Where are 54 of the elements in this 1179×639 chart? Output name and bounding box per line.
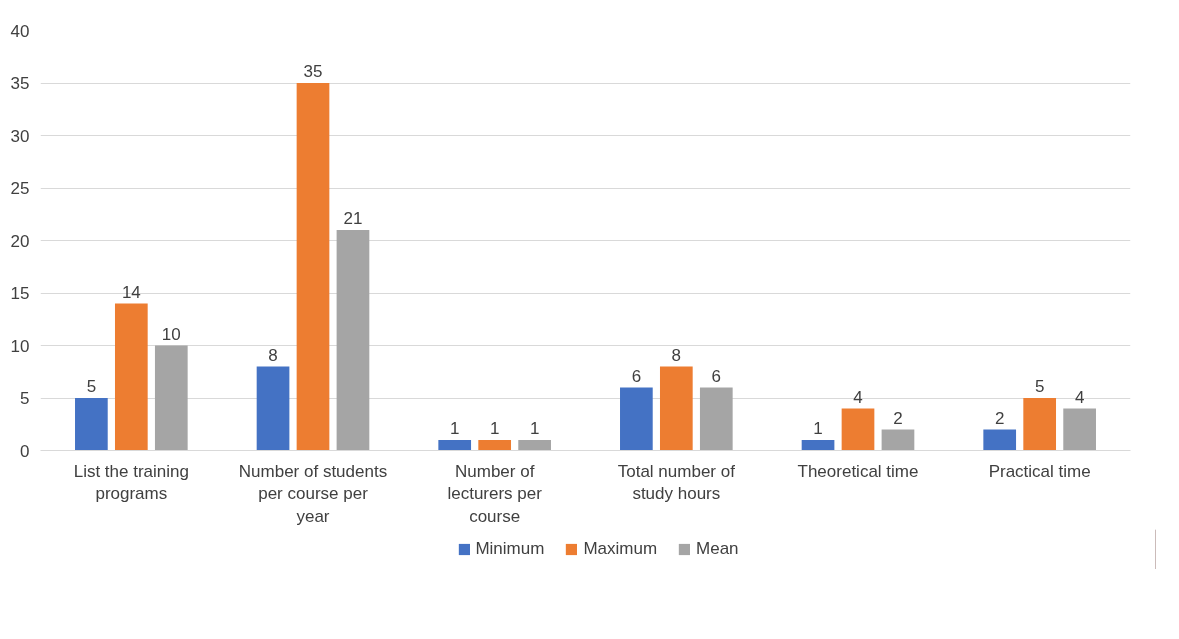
bar bbox=[296, 83, 330, 451]
data-label: 5 bbox=[1034, 377, 1045, 396]
data-label: 6 bbox=[631, 366, 642, 386]
data-label: 35 bbox=[303, 62, 323, 81]
bar bbox=[1063, 408, 1096, 451]
data-label: 8 bbox=[268, 345, 278, 365]
y-tick-label: 40 bbox=[10, 21, 30, 41]
x-tick-label: Total number of study hours bbox=[617, 461, 736, 504]
x-tick-label: List the training programs bbox=[73, 461, 189, 504]
data-label: 2 bbox=[893, 408, 903, 428]
data-label: 8 bbox=[671, 345, 682, 365]
data-label: 2 bbox=[994, 408, 1005, 428]
legend-label: Mean bbox=[696, 539, 739, 559]
bar bbox=[1023, 398, 1057, 451]
legend-label: Maximum bbox=[583, 539, 658, 559]
y-tick-label: 35 bbox=[10, 74, 30, 93]
y-tick-label: 0 bbox=[20, 441, 30, 461]
data-label: 14 bbox=[121, 282, 141, 302]
y-tick-label: 5 bbox=[20, 389, 30, 408]
bar bbox=[478, 440, 512, 451]
data-label: 4 bbox=[1074, 387, 1085, 407]
bar bbox=[336, 230, 370, 451]
y-tick-label: 25 bbox=[10, 179, 30, 198]
legend-label: Minimum bbox=[475, 539, 545, 559]
data-label: 5 bbox=[86, 377, 97, 396]
bar bbox=[881, 429, 915, 451]
x-tick-label: Number of lecturers per course bbox=[447, 461, 543, 527]
y-tick-label: 10 bbox=[10, 336, 30, 356]
data-label: 4 bbox=[853, 387, 863, 407]
x-tick-label: Theoretical time bbox=[797, 461, 919, 481]
data-label: 1 bbox=[449, 419, 460, 438]
data-label: 6 bbox=[711, 366, 722, 386]
bar bbox=[801, 440, 835, 451]
bar bbox=[983, 429, 1017, 451]
data-label: 21 bbox=[343, 209, 363, 228]
bar bbox=[256, 366, 290, 451]
bar bbox=[438, 440, 472, 451]
x-tick-label: Number of students per course per year bbox=[238, 461, 388, 527]
bar bbox=[75, 398, 108, 451]
data-label: 1 bbox=[813, 419, 823, 438]
y-tick-label: 20 bbox=[10, 231, 30, 251]
data-label: 1 bbox=[529, 419, 540, 438]
data-label: 1 bbox=[489, 419, 500, 438]
bar bbox=[114, 303, 148, 451]
y-tick-label: 15 bbox=[10, 284, 30, 303]
y-tick-label: 30 bbox=[10, 126, 30, 146]
x-tick-label: Practical time bbox=[988, 461, 1091, 481]
bar bbox=[699, 387, 733, 451]
bar bbox=[841, 408, 875, 451]
bar bbox=[620, 387, 653, 451]
bar bbox=[154, 345, 188, 451]
bar bbox=[518, 440, 551, 451]
bar bbox=[659, 366, 693, 451]
data-label: 10 bbox=[161, 324, 181, 344]
